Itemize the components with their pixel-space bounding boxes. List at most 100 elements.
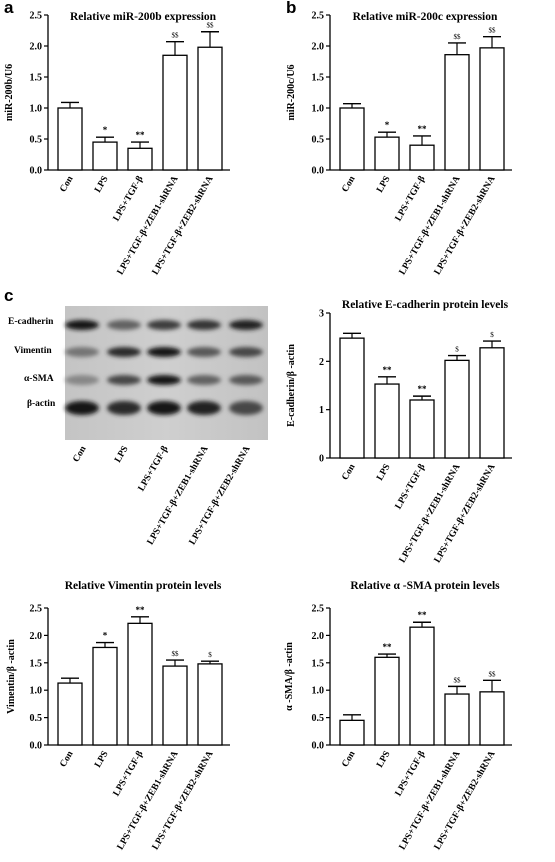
bar xyxy=(409,399,435,459)
bar xyxy=(57,682,83,746)
chart-mir200b: Relative miR-200b expression miR-200b/U6 0… xyxy=(0,0,278,295)
x-category-label: LPS+TGF-β+ZEB2-shRNA xyxy=(433,462,498,564)
significance-marker: ** xyxy=(383,642,393,652)
blot-band xyxy=(107,320,141,330)
significance-marker: ** xyxy=(418,384,428,394)
x-category-label: Con xyxy=(340,749,357,769)
y-axis-label: E-cadherin/β -actin xyxy=(286,344,297,427)
significance-marker: $$ xyxy=(207,22,215,30)
x-category-label: LPS+TGF-β+ZEB1-shRNA xyxy=(398,174,463,276)
blot-band xyxy=(65,347,99,357)
bar xyxy=(197,46,223,171)
significance-marker: $$ xyxy=(454,676,462,684)
y-tick-label: 0 xyxy=(319,454,324,465)
blot-band xyxy=(229,320,263,330)
bar xyxy=(444,693,470,746)
x-category-label: LPS+TGF-β+ZEB1-shRNA xyxy=(398,462,463,564)
y-tick-label: 1.0 xyxy=(30,104,43,115)
bar xyxy=(339,107,365,171)
blot-band xyxy=(187,401,221,415)
significance-marker: $$ xyxy=(489,670,497,678)
y-tick-label: 3 xyxy=(319,309,324,320)
blot-band xyxy=(187,320,221,330)
y-tick-label: 2.0 xyxy=(312,631,325,642)
blot-bands xyxy=(65,320,263,415)
x-category-label: LPS xyxy=(375,750,392,770)
x-category-label: LPS+TGF-β+ZEB2-shRNA xyxy=(433,749,498,851)
chart-title: Relative E-cadherin protein levels xyxy=(342,299,509,311)
y-axis-label: miR-200b/U6 xyxy=(4,64,15,121)
blot-band xyxy=(147,347,181,357)
y-tick-label: 0.0 xyxy=(30,166,43,177)
significance-marker: ** xyxy=(418,124,428,134)
x-category-label: LPS xyxy=(93,175,110,195)
chart-title: Relative miR-200b expression xyxy=(70,11,217,23)
blot-band xyxy=(229,375,263,385)
y-tick-label: 0.0 xyxy=(312,166,325,177)
bar xyxy=(162,665,188,746)
y-tick-label: 1.5 xyxy=(312,658,325,669)
bar xyxy=(127,147,153,171)
bar xyxy=(444,54,470,171)
bar xyxy=(92,141,118,171)
y-tick-label: 2.0 xyxy=(30,631,43,642)
blot-row-label: α-SMA xyxy=(24,374,54,384)
bar xyxy=(339,719,365,746)
chart-title: Relative miR-200c expression xyxy=(353,11,498,23)
x-category-label: LPS xyxy=(375,175,392,195)
chart-title: Relative α -SMA protein levels xyxy=(350,580,500,592)
x-category-label: LPS+TGF-β+ZEB1-shRNA xyxy=(116,749,181,851)
x-category-label: LPS+TGF-β xyxy=(394,463,428,512)
blot-band xyxy=(147,375,181,385)
bar xyxy=(479,691,505,746)
chart-title: Relative Vimentin protein levels xyxy=(65,580,222,592)
x-category-label: LPS+TGF-β xyxy=(112,175,146,224)
significance-marker: * xyxy=(385,120,390,130)
bar xyxy=(197,663,223,746)
chart-asma-svg: Relative α -SMA protein levels α -SMA/β -… xyxy=(284,580,512,852)
chart-vimentin-svg: Relative Vimentin protein levels Vimentin… xyxy=(6,580,230,852)
blot-band xyxy=(229,347,263,357)
x-category-label: Con xyxy=(58,749,75,769)
chart-ecadherin: Relative E-cadherin protein levels E-cadh… xyxy=(278,290,555,580)
blot-image: Con LPS LPS+TGF-βLPS+TGF-β+ZEB1-shRNALPS+T… xyxy=(65,306,268,547)
significance-marker: * xyxy=(103,631,108,641)
significance-marker: $$ xyxy=(172,650,180,658)
y-tick-label: 1.5 xyxy=(30,658,43,669)
bar xyxy=(374,656,400,746)
significance-marker: ** xyxy=(383,365,393,375)
y-tick-label: 1.5 xyxy=(30,73,43,84)
x-category-label: LPS+TGF-β+ZEB2-shRNA xyxy=(433,174,498,276)
y-tick-label: 0.5 xyxy=(312,713,325,724)
blot-band xyxy=(65,401,99,415)
y-tick-label: 2.0 xyxy=(312,42,325,53)
blot-row-label: β-actin xyxy=(27,399,56,409)
bar xyxy=(162,54,188,171)
bar xyxy=(444,359,470,459)
panel-letter-c: c xyxy=(4,286,14,305)
y-tick-label: 2.5 xyxy=(312,11,325,22)
chart-mir200c-svg: Relative miR-200c expression miR-200c/U6 0… xyxy=(286,11,512,277)
significance-marker: $ xyxy=(208,651,212,659)
blot-lane-label: LPS xyxy=(113,445,130,465)
blot-band xyxy=(107,347,141,357)
x-category-label: LPS+TGF-β+ZEB1-shRNA xyxy=(116,174,181,276)
chart-mir200b-svg: Relative miR-200b expression miR-200b/U6 0… xyxy=(4,11,230,277)
x-category-label: Con xyxy=(340,462,357,482)
y-axis-label: Vimentin/β -actin xyxy=(6,639,17,714)
blot-band xyxy=(107,375,141,385)
significance-marker: * xyxy=(103,125,108,135)
significance-marker: ** xyxy=(418,610,428,620)
x-category-label: LPS+TGF-β xyxy=(394,750,428,799)
significance-marker: ** xyxy=(136,605,146,615)
blot-band xyxy=(65,375,99,385)
x-category-label: LPS+TGF-β+ZEB1-shRNA xyxy=(398,749,463,851)
y-axis-label: miR-200c/U6 xyxy=(286,64,297,120)
x-category-label: LPS+TGF-β+ZEB2-shRNA xyxy=(151,749,216,851)
blot-row-label: E-cadherin xyxy=(8,317,54,327)
significance-marker: $$ xyxy=(172,32,180,40)
bar xyxy=(409,144,435,171)
significance-marker: $ xyxy=(490,331,494,339)
y-tick-label: 1 xyxy=(319,405,324,416)
bar xyxy=(57,107,83,171)
